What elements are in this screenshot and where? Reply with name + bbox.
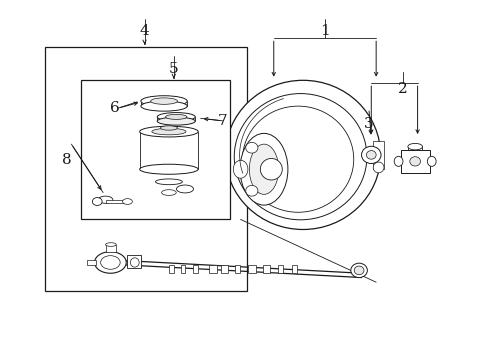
Bar bbox=[81, 80, 229, 220]
Ellipse shape bbox=[157, 113, 195, 121]
Ellipse shape bbox=[141, 101, 187, 111]
Ellipse shape bbox=[141, 96, 187, 107]
Ellipse shape bbox=[427, 156, 435, 166]
Ellipse shape bbox=[101, 256, 120, 269]
Text: 2: 2 bbox=[397, 82, 407, 95]
Ellipse shape bbox=[234, 94, 366, 220]
Ellipse shape bbox=[140, 164, 198, 174]
Bar bbox=[181, 265, 184, 273]
Ellipse shape bbox=[393, 156, 402, 166]
Bar bbox=[234, 265, 239, 273]
Text: 1: 1 bbox=[320, 24, 329, 38]
Ellipse shape bbox=[165, 114, 186, 120]
Text: 3: 3 bbox=[363, 117, 373, 131]
Bar bbox=[44, 47, 246, 291]
Text: 4: 4 bbox=[140, 24, 149, 38]
Ellipse shape bbox=[372, 162, 383, 173]
Ellipse shape bbox=[105, 243, 116, 246]
Bar bbox=[127, 255, 141, 268]
Ellipse shape bbox=[260, 158, 282, 180]
Bar bbox=[400, 149, 429, 173]
Ellipse shape bbox=[160, 126, 177, 130]
Bar bbox=[168, 265, 173, 273]
Bar bbox=[87, 260, 96, 265]
Ellipse shape bbox=[140, 126, 198, 137]
Bar bbox=[105, 244, 116, 252]
Ellipse shape bbox=[152, 129, 185, 135]
Bar bbox=[248, 265, 255, 273]
Ellipse shape bbox=[361, 146, 380, 163]
Ellipse shape bbox=[92, 198, 102, 206]
Ellipse shape bbox=[98, 196, 113, 203]
Bar bbox=[292, 265, 297, 273]
Bar bbox=[105, 200, 124, 203]
Ellipse shape bbox=[366, 150, 375, 159]
Ellipse shape bbox=[350, 263, 366, 278]
Ellipse shape bbox=[245, 142, 257, 153]
Ellipse shape bbox=[233, 160, 247, 178]
Ellipse shape bbox=[407, 143, 422, 150]
Text: 5: 5 bbox=[169, 62, 178, 76]
Ellipse shape bbox=[409, 157, 420, 166]
Ellipse shape bbox=[130, 258, 139, 267]
Ellipse shape bbox=[176, 185, 193, 193]
Text: 6: 6 bbox=[110, 101, 120, 115]
Ellipse shape bbox=[249, 144, 278, 194]
Bar bbox=[209, 265, 216, 273]
Ellipse shape bbox=[122, 199, 132, 204]
Ellipse shape bbox=[242, 106, 353, 212]
Ellipse shape bbox=[353, 266, 363, 275]
Ellipse shape bbox=[240, 134, 287, 205]
Text: 7: 7 bbox=[217, 114, 227, 128]
Ellipse shape bbox=[94, 252, 126, 273]
Bar bbox=[263, 265, 270, 273]
Bar bbox=[221, 265, 228, 273]
Text: 8: 8 bbox=[61, 153, 71, 167]
Bar bbox=[372, 140, 383, 169]
Ellipse shape bbox=[161, 190, 176, 195]
Bar bbox=[193, 265, 198, 273]
Bar bbox=[277, 265, 282, 273]
Ellipse shape bbox=[157, 117, 195, 125]
Ellipse shape bbox=[150, 98, 177, 104]
Ellipse shape bbox=[245, 185, 257, 196]
Ellipse shape bbox=[155, 179, 182, 185]
Ellipse shape bbox=[225, 80, 380, 229]
